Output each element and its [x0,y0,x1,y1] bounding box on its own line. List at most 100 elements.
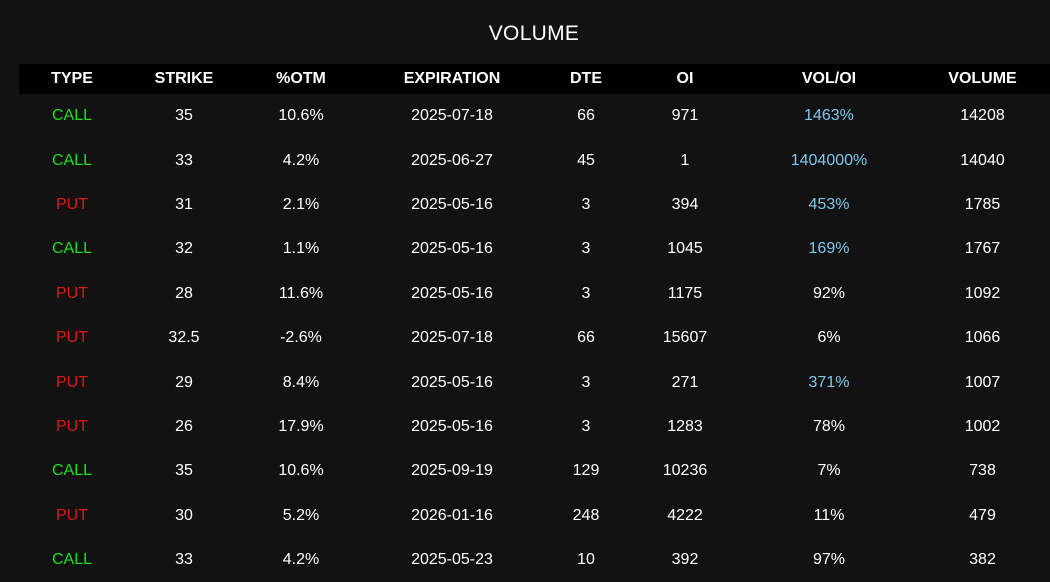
cell-type: CALL [51,551,93,569]
cell-otm: 10.6% [278,107,324,125]
cell-strike: 28 [175,284,193,302]
cell-oi: 392 [671,551,699,569]
cell-vol-oi: 7% [817,462,841,480]
table-row[interactable]: PUT 32.5 -2.6% 2025-07-18 66 15607 6% 1066 [19,316,1050,360]
cell-oi: 10236 [662,462,708,480]
cell-volume: 1002 [964,417,1001,435]
cell-dte: 45 [577,151,595,169]
table-row[interactable]: PUT 29 8.4% 2025-05-16 3 271 371% 1007 [19,360,1050,404]
cell-volume: 14040 [960,151,1005,169]
cell-type: CALL [51,151,93,169]
column-header-strike[interactable]: STRIKE [154,70,214,87]
cell-vol-oi: 453% [808,195,850,213]
cell-volume: 1066 [964,329,1001,347]
cell-strike: 32.5 [168,329,200,347]
cell-vol-oi: 78% [812,417,846,435]
cell-otm: 10.6% [278,462,324,480]
cell-strike: 33 [175,151,193,169]
cell-oi: 1283 [667,417,703,435]
table-row[interactable]: PUT 31 2.1% 2025-05-16 3 394 453% 1785 [19,183,1050,227]
cell-otm: -2.6% [280,329,322,347]
cell-expiration: 2026-01-16 [411,506,493,524]
cell-expiration: 2025-09-19 [411,462,493,480]
column-header-oi[interactable]: OI [676,70,694,87]
cell-dte: 3 [581,240,591,258]
cell-expiration: 2025-05-23 [411,551,493,569]
column-header-otm[interactable]: %OTM [276,70,326,87]
table-row[interactable]: CALL 35 10.6% 2025-07-18 66 971 1463% 14208 [19,94,1050,138]
cell-otm: 11.6% [278,284,324,302]
cell-dte: 66 [577,329,595,347]
cell-vol-oi: 371% [808,373,850,391]
cell-strike: 31 [175,195,193,213]
cell-oi: 971 [671,107,699,125]
header-row: TYPE STRIKE %OTM EXPIRATION DTE OI VOL/O… [19,64,1050,94]
cell-dte: 129 [572,462,600,480]
cell-strike: 26 [175,417,193,435]
table-row[interactable]: PUT 30 5.2% 2026-01-16 248 4222 11% 479 [19,494,1050,538]
table-header: TYPE STRIKE %OTM EXPIRATION DTE OI VOL/O… [19,64,1050,94]
cell-oi: 4222 [667,506,703,524]
table-row[interactable]: PUT 26 17.9% 2025-05-16 3 1283 78% 1002 [19,405,1050,449]
cell-volume: 382 [969,551,996,569]
column-header-type[interactable]: TYPE [51,70,93,87]
table-row[interactable]: CALL 32 1.1% 2025-05-16 3 1045 169% 1767 [19,227,1050,271]
cell-otm: 4.2% [282,151,320,169]
cell-dte: 3 [581,284,591,302]
cell-volume: 1767 [964,240,1001,258]
cell-type: CALL [51,107,93,125]
cell-expiration: 2025-06-27 [411,151,493,169]
cell-type: CALL [51,240,93,258]
table-row[interactable]: PUT 28 11.6% 2025-05-16 3 1175 92% 1092 [19,272,1050,316]
cell-otm: 17.9% [278,417,324,435]
cell-type: PUT [56,506,88,524]
table-row[interactable]: CALL 33 4.2% 2025-05-23 10 392 97% 382 [19,538,1050,582]
cell-vol-oi: 97% [812,551,846,569]
cell-volume: 1092 [964,284,1001,302]
cell-expiration: 2025-05-16 [411,284,493,302]
cell-oi: 394 [671,195,699,213]
table-body: CALL 35 10.6% 2025-07-18 66 971 1463% 14208 CALL… [19,94,1050,582]
cell-otm: 2.1% [282,195,320,213]
cell-volume: 1785 [964,195,1001,213]
cell-dte: 66 [577,107,595,125]
cell-vol-oi: 6% [817,329,841,347]
cell-type: PUT [56,195,88,213]
cell-oi: 1175 [667,284,703,302]
volume-table-container: TYPE STRIKE %OTM EXPIRATION DTE OI VOL/O… [19,64,1050,582]
cell-otm: 8.4% [282,373,320,391]
cell-type: PUT [56,284,88,302]
cell-vol-oi: 1404000% [790,151,868,169]
column-header-vol-oi[interactable]: VOL/OI [801,70,857,87]
cell-volume: 479 [969,506,996,524]
cell-dte: 3 [581,195,591,213]
cell-expiration: 2025-07-18 [411,329,493,347]
cell-expiration: 2025-05-16 [411,373,493,391]
cell-otm: 1.1% [282,240,320,258]
column-header-expiration[interactable]: EXPIRATION [403,70,501,87]
cell-strike: 29 [175,373,193,391]
table-row[interactable]: CALL 33 4.2% 2025-06-27 45 1 1404000% 14040 [19,138,1050,182]
column-header-dte[interactable]: DTE [570,70,602,87]
cell-strike: 32 [175,240,193,258]
cell-dte: 3 [581,373,591,391]
cell-oi: 271 [671,373,699,391]
cell-dte: 3 [581,417,591,435]
column-header-volume[interactable]: VOLUME [948,70,1017,87]
cell-vol-oi: 1463% [804,107,854,125]
table-row[interactable]: CALL 35 10.6% 2025-09-19 129 10236 7% 738 [19,449,1050,493]
cell-strike: 35 [175,107,193,125]
page-title: VOLUME [488,22,580,45]
cell-vol-oi: 11% [813,506,845,524]
cell-otm: 4.2% [282,551,320,569]
cell-strike: 33 [175,551,193,569]
cell-type: PUT [56,329,88,347]
cell-type: PUT [56,373,88,391]
cell-expiration: 2025-05-16 [411,240,493,258]
cell-strike: 30 [175,506,193,524]
cell-strike: 35 [175,462,193,480]
cell-type: PUT [56,417,88,435]
cell-expiration: 2025-05-16 [411,417,493,435]
cell-volume: 1007 [964,373,1001,391]
cell-volume: 14208 [960,107,1005,125]
